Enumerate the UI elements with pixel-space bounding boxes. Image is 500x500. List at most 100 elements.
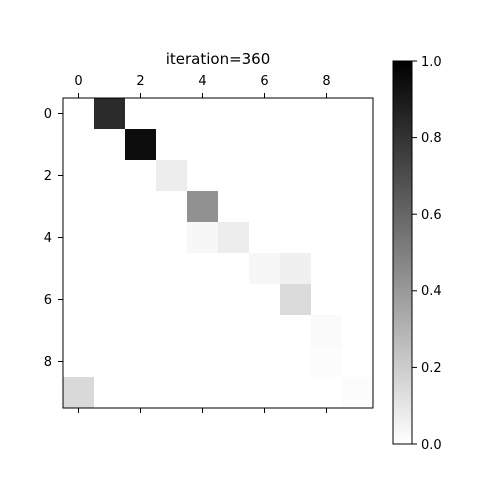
heatmap-cell bbox=[125, 315, 157, 347]
heatmap-cell bbox=[156, 98, 188, 130]
heatmap-cell bbox=[280, 377, 312, 409]
colorbar-tick-label: 0.0 bbox=[421, 438, 442, 453]
heatmap-cell bbox=[342, 253, 374, 285]
heatmap-cell bbox=[156, 191, 188, 223]
colorbar-tick-label: 0.4 bbox=[421, 284, 442, 299]
heatmap-cell bbox=[311, 191, 343, 223]
heatmap-cell bbox=[63, 377, 95, 409]
heatmap-cell bbox=[187, 191, 219, 223]
colorbar-tick-label: 0.6 bbox=[421, 208, 442, 223]
heatmap-cell bbox=[311, 129, 343, 161]
heatmap-cell bbox=[280, 284, 312, 316]
x-tick-label: 2 bbox=[136, 74, 144, 89]
heatmap-cell bbox=[94, 284, 126, 316]
heatmap-cell bbox=[311, 98, 343, 130]
heatmap-cell bbox=[311, 315, 343, 347]
colorbar-tick-label: 0.8 bbox=[421, 131, 442, 146]
heatmap-cell bbox=[249, 315, 281, 347]
heatmap-cell bbox=[125, 346, 157, 378]
heatmap-cell bbox=[249, 284, 281, 316]
heatmap-cell bbox=[249, 129, 281, 161]
heatmap-cell bbox=[342, 377, 374, 409]
plot-frame bbox=[62, 97, 374, 409]
heatmap-cells bbox=[63, 98, 374, 409]
heatmap-cell bbox=[218, 129, 250, 161]
heatmap-cell bbox=[342, 98, 374, 130]
heatmap-cell bbox=[63, 98, 95, 130]
heatmap-cell bbox=[156, 253, 188, 285]
y-tick-label: 0 bbox=[44, 107, 52, 122]
x-tick-label: 4 bbox=[198, 74, 206, 89]
y-axis-ticks: 0 2 4 6 8 bbox=[44, 107, 63, 370]
heatmap-cell bbox=[187, 315, 219, 347]
heatmap-cell bbox=[280, 129, 312, 161]
heatmap-cell bbox=[311, 222, 343, 254]
heatmap-cell bbox=[218, 253, 250, 285]
colorbar-ticks: 0.0 0.2 0.4 0.6 0.8 1.0 bbox=[412, 55, 442, 453]
heatmap-cell bbox=[156, 377, 188, 409]
heatmap-cell bbox=[249, 377, 281, 409]
heatmap-cell bbox=[249, 346, 281, 378]
heatmap-cell bbox=[187, 377, 219, 409]
heatmap-cell bbox=[249, 253, 281, 285]
heatmap-cell bbox=[218, 315, 250, 347]
heatmap-cell bbox=[249, 222, 281, 254]
heatmap-cell bbox=[218, 346, 250, 378]
x-tick-label: 8 bbox=[322, 74, 330, 89]
heatmap-cell bbox=[342, 160, 374, 192]
heatmap-cell bbox=[94, 191, 126, 223]
heatmap-cell bbox=[94, 160, 126, 192]
y-tick-label: 6 bbox=[44, 293, 52, 308]
heatmap-cell bbox=[63, 346, 95, 378]
heatmap-cell bbox=[187, 98, 219, 130]
heatmap-cell bbox=[94, 346, 126, 378]
heatmap-cell bbox=[311, 346, 343, 378]
heatmap-cell bbox=[187, 346, 219, 378]
heatmap-cell bbox=[187, 160, 219, 192]
heatmap-cell bbox=[125, 284, 157, 316]
heatmap-cell bbox=[280, 253, 312, 285]
heatmap-cell bbox=[94, 98, 126, 130]
heatmap-cell bbox=[342, 315, 374, 347]
heatmap-cell bbox=[156, 222, 188, 254]
heatmap-cell bbox=[187, 253, 219, 285]
heatmap-cell bbox=[249, 160, 281, 192]
heatmap-cell bbox=[280, 222, 312, 254]
heatmap-cell bbox=[63, 129, 95, 161]
heatmap-cell bbox=[63, 191, 95, 223]
heatmap-cell bbox=[311, 253, 343, 285]
heatmap-cell bbox=[218, 160, 250, 192]
heatmap-cell bbox=[342, 222, 374, 254]
heatmap-cell bbox=[280, 191, 312, 223]
heatmap-cell bbox=[218, 377, 250, 409]
heatmap-cell bbox=[218, 222, 250, 254]
colorbar-tick-label: 1.0 bbox=[421, 55, 442, 70]
heatmap-cell bbox=[280, 98, 312, 130]
heatmap-cell bbox=[342, 346, 374, 378]
heatmap-cell bbox=[218, 284, 250, 316]
chart-title: iteration=360 bbox=[166, 50, 271, 68]
heatmap-cell bbox=[94, 315, 126, 347]
heatmap-cell bbox=[63, 315, 95, 347]
y-tick-label: 2 bbox=[44, 169, 52, 184]
heatmap-cell bbox=[125, 253, 157, 285]
heatmap-cell bbox=[125, 129, 157, 161]
heatmap-cell bbox=[94, 129, 126, 161]
heatmap-cell bbox=[125, 160, 157, 192]
y-tick-label: 4 bbox=[44, 231, 52, 246]
heatmap-cell bbox=[280, 160, 312, 192]
heatmap-cell bbox=[63, 253, 95, 285]
heatmap-cell bbox=[63, 222, 95, 254]
heatmap-cell bbox=[156, 346, 188, 378]
heatmap-cell bbox=[63, 284, 95, 316]
heatmap-cell bbox=[156, 284, 188, 316]
x-axis-ticks: 0 2 4 6 8 bbox=[74, 74, 331, 413]
heatmap-cell bbox=[342, 191, 374, 223]
heatmap-cell bbox=[311, 160, 343, 192]
heatmap-cell bbox=[125, 222, 157, 254]
heatmap-cell bbox=[249, 191, 281, 223]
heatmap-cell bbox=[311, 284, 343, 316]
heatmap-cell bbox=[156, 129, 188, 161]
heatmap-cell bbox=[342, 129, 374, 161]
heatmap-cell bbox=[125, 98, 157, 130]
